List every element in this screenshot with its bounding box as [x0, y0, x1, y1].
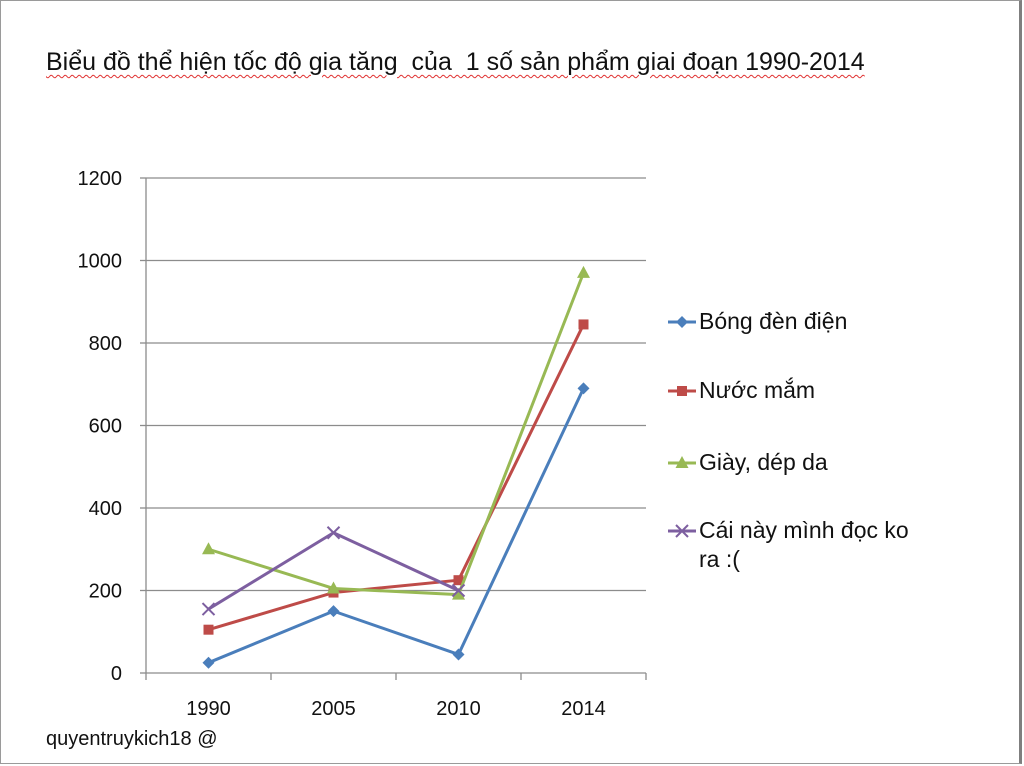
- x-tick-label: 2010: [436, 698, 481, 720]
- chart-title-text: Biểu đồ thể hiện tốc độ gia tăng của 1 s…: [46, 48, 865, 76]
- data-point-series-2: [578, 319, 589, 330]
- author-credit: quyentruykich18 @: [46, 728, 218, 750]
- series-line-3: [208, 272, 585, 597]
- data-point-series-2: [453, 575, 464, 586]
- y-tick-label: 800: [89, 333, 122, 355]
- data-point-series-3: [327, 581, 340, 594]
- y-tick-label: 600: [89, 416, 122, 438]
- legend-marker-1: [676, 316, 688, 328]
- data-point-series-4: [201, 602, 216, 616]
- data-point-series-3: [452, 587, 465, 600]
- legend-label-1: Bóng đèn điện: [699, 308, 847, 334]
- series-line-1: [207, 387, 585, 665]
- x-tick-label: 2005: [311, 698, 356, 720]
- data-point-series-1: [202, 656, 215, 669]
- y-tick-label: 400: [89, 498, 122, 520]
- legend-label-2: Nước mắm: [699, 377, 815, 403]
- data-point-series-3: [202, 542, 215, 555]
- data-point-series-3: [577, 265, 590, 278]
- data-point-series-4: [326, 526, 341, 540]
- data-point-series-2: [203, 624, 214, 635]
- x-tick-label: 1990: [186, 698, 231, 720]
- legend-label-3: Giày, dép da: [699, 449, 828, 475]
- data-point-series-4: [451, 583, 466, 598]
- chart-title: Biểu đồ thể hiện tốc độ gia tăng của 1 s…: [46, 48, 865, 77]
- data-point-series-1: [577, 382, 590, 395]
- series-line-4: [207, 531, 460, 611]
- data-point-series-1: [452, 648, 465, 661]
- x-tick-label: 2014: [561, 698, 606, 720]
- y-tick-label: 200: [89, 581, 122, 603]
- data-point-series-1: [327, 605, 340, 618]
- legend-marker-2: [677, 386, 687, 396]
- legend-marker-4: [675, 524, 689, 538]
- legend-label-4: Cái này mình đọc ko ra :(: [699, 517, 909, 572]
- legend-marker-3: [675, 456, 689, 468]
- series-line-2: [208, 323, 585, 632]
- y-tick-label: 1200: [78, 168, 123, 190]
- y-tick-label: 1000: [78, 251, 123, 273]
- y-tick-label: 0: [111, 663, 122, 685]
